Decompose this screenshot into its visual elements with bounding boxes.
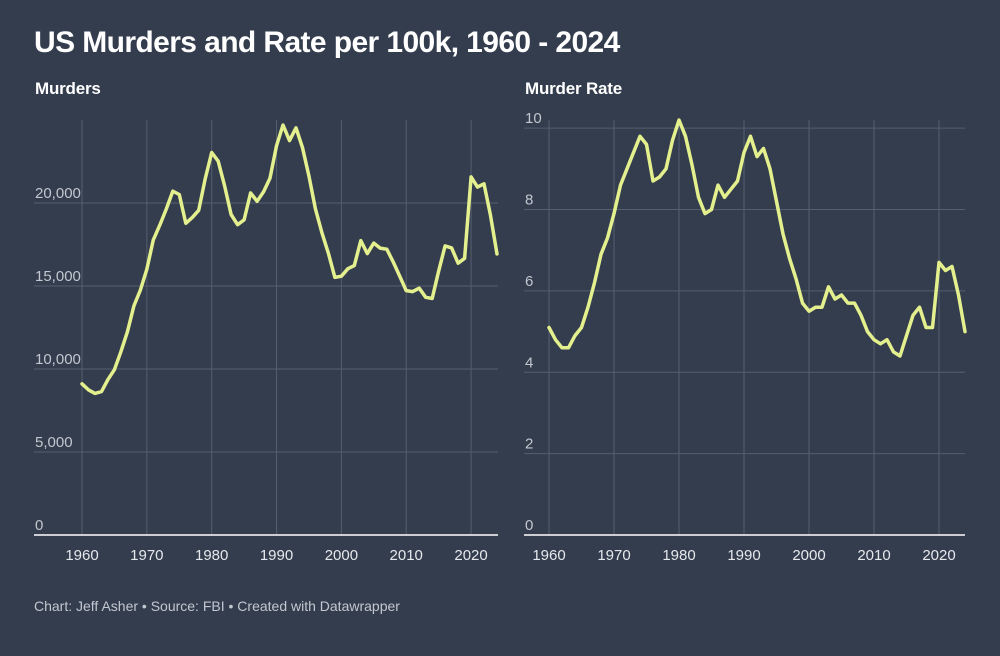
rate-ytick-label: 10 xyxy=(525,110,542,127)
murders-ytick-label: 5,000 xyxy=(35,434,73,451)
murders-ytick-label: 0 xyxy=(35,517,43,534)
rate-xtick-label: 2020 xyxy=(922,547,955,564)
murder-rate-chart: 1960 1970 1980 1990 2000 2010 2020 0 2 4 6 8 10 xyxy=(524,110,967,564)
rate-series-line xyxy=(547,118,967,358)
murders-chart: 1960 1970 1980 1990 2000 2010 2020 0 5,000 10,000… xyxy=(34,120,499,564)
murders-panel-title: Murders xyxy=(35,79,101,98)
rate-xtick-label: 2010 xyxy=(857,547,890,564)
murders-xtick-label: 1970 xyxy=(130,547,163,564)
murder-rate-panel-title: Murder Rate xyxy=(525,79,622,98)
murders-xtick-label: 2010 xyxy=(390,547,423,564)
rate-ytick-label: 0 xyxy=(525,517,533,534)
rate-ytick-label: 6 xyxy=(525,273,533,290)
murders-xtick-label: 1980 xyxy=(195,547,228,564)
murders-xtick-label: 1990 xyxy=(260,547,293,564)
rate-ytick-label: 4 xyxy=(525,354,533,371)
chart-footer: Chart: Jeff Asher • Source: FBI • Create… xyxy=(34,598,400,614)
murders-ytick-label: 20,000 xyxy=(35,185,81,202)
rate-xtick-label: 1980 xyxy=(662,547,695,564)
rate-xtick-label: 1970 xyxy=(597,547,630,564)
rate-xtick-label: 2000 xyxy=(792,547,825,564)
murders-series-line xyxy=(80,123,499,396)
rate-ytick-label: 8 xyxy=(525,192,533,209)
murders-xtick-label: 2020 xyxy=(454,547,487,564)
rate-xtick-label: 1990 xyxy=(727,547,760,564)
chart-title: US Murders and Rate per 100k, 1960 - 202… xyxy=(34,26,620,59)
murders-ytick-label: 10,000 xyxy=(35,351,81,368)
murders-ytick-label: 15,000 xyxy=(35,268,81,285)
murders-xtick-label: 2000 xyxy=(325,547,358,564)
rate-xtick-label: 1960 xyxy=(532,547,565,564)
murders-xtick-label: 1960 xyxy=(65,547,98,564)
rate-ytick-label: 2 xyxy=(525,436,533,453)
